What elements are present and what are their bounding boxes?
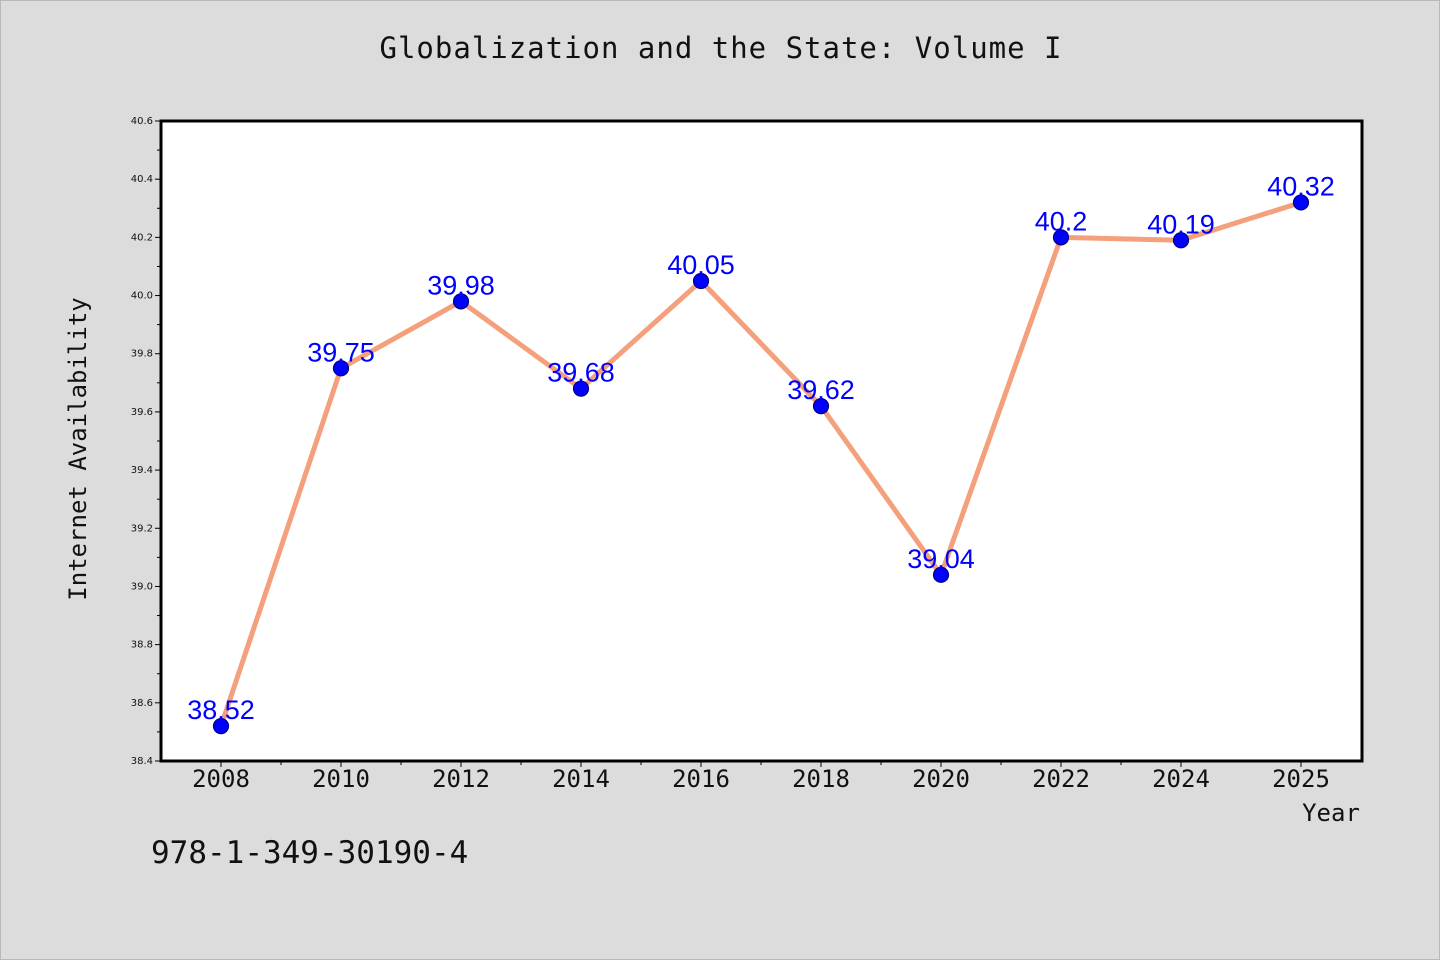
data-point: [332, 360, 350, 377]
x-tick-label: 2018: [792, 765, 850, 793]
x-tick-label: 2016: [672, 765, 730, 793]
y-tick-label: 40.2: [131, 232, 153, 243]
y-tick-label: 40.0: [131, 291, 153, 302]
data-label: 39.04: [907, 544, 975, 574]
data-point: [812, 397, 830, 415]
x-tick-label: 2020: [912, 765, 970, 793]
y-axis: 38.4 38.6 38.8 39.0 39.2 39.4 39.6 39.8 40.0 40.2…: [131, 116, 161, 767]
data-point: [212, 717, 230, 735]
series-line: [218, 199, 1304, 729]
data-label: 40.19: [1147, 209, 1215, 239]
data-label: 38.52: [187, 695, 255, 725]
x-tick-label: 2025: [1272, 765, 1330, 793]
y-axis-title: Internet Availability: [64, 297, 92, 600]
x-tick-label: 2024: [1152, 765, 1210, 793]
chart-title: Globalization and the State: Volume I: [379, 31, 1063, 65]
data-point: [932, 566, 950, 583]
x-tick-label: 2012: [432, 765, 490, 793]
plot-area: [161, 121, 1362, 761]
x-axis: 2008 2010 2012 2014 2016 2018 2020 2022 2024 2025: [192, 761, 1330, 793]
data-point: [1052, 229, 1070, 246]
y-tick-label: 39.0: [131, 581, 153, 592]
y-tick-label: 40.4: [131, 174, 153, 185]
y-tick-label: 38.4: [131, 756, 153, 767]
data-label: 40.2: [1035, 206, 1088, 236]
series-markers: [212, 194, 1310, 735]
data-label: 40.32: [1267, 171, 1335, 201]
y-tick-label: 40.6: [131, 116, 153, 127]
y-tick-label: 38.8: [131, 640, 153, 651]
data-label: 39.98: [427, 270, 495, 300]
data-labels: 38.52 39.75 39.98 39.68 40.05 39.62 39.04 40.2 4…: [187, 171, 1335, 725]
x-tick-label: 2014: [552, 765, 610, 793]
x-axis-title: Year: [1302, 799, 1360, 827]
data-point: [1292, 194, 1310, 211]
x-tick-label: 2008: [192, 765, 250, 793]
isbn-text: 978-1-349-30190-4: [151, 835, 469, 871]
y-tick-label: 39.4: [131, 465, 153, 476]
data-point: [1172, 232, 1190, 249]
x-tick-label: 2022: [1032, 765, 1090, 793]
data-point: [452, 293, 470, 310]
y-tick-label: 39.2: [131, 523, 153, 534]
data-label: 39.62: [787, 375, 855, 405]
data-point: [572, 380, 590, 397]
y-tick-label: 39.6: [131, 407, 153, 418]
plot-frame: [159, 119, 1364, 763]
data-label: 39.75: [307, 337, 375, 367]
data-label: 40.05: [667, 250, 735, 280]
data-point: [692, 272, 710, 290]
data-label: 39.68: [547, 358, 615, 388]
y-tick-label: 39.8: [131, 349, 153, 360]
y-tick-label: 38.6: [131, 698, 153, 709]
x-tick-label: 2010: [312, 765, 370, 793]
